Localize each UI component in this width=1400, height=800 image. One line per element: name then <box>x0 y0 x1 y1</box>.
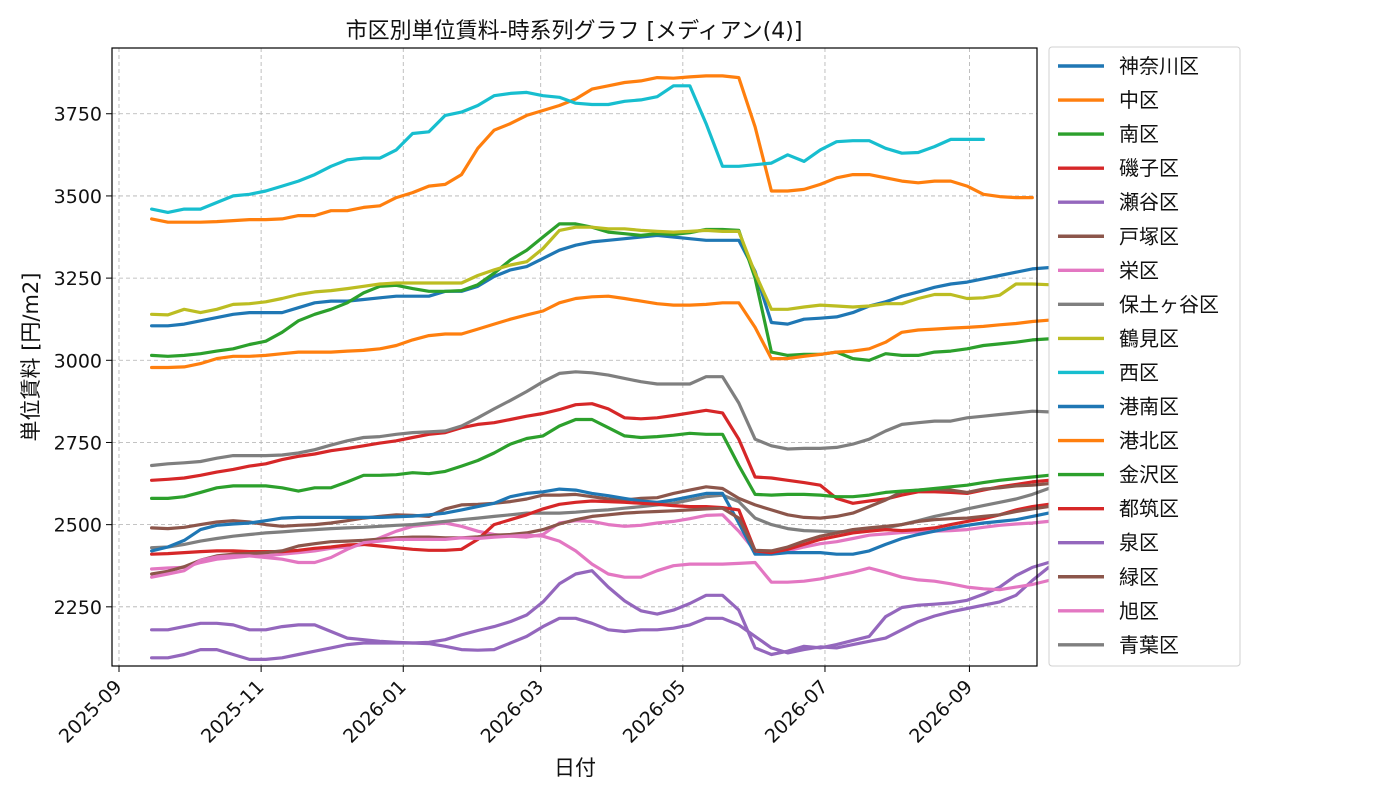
x-axis-title: 日付 <box>554 756 596 780</box>
series-line-12 <box>150 294 1051 370</box>
legend-label: 緑区 <box>1119 565 1159 589</box>
x-tick-label: 2026-01 <box>339 676 411 748</box>
legend-label: 瀬谷区 <box>1119 190 1179 214</box>
x-tick-label: 2026-09 <box>905 676 977 748</box>
series-line-15 <box>150 560 1051 657</box>
series-line-7 <box>150 513 1051 571</box>
y-tick-label: 2500 <box>54 515 102 537</box>
legend-label: 青葉区 <box>1119 633 1179 657</box>
series-line-1 <box>150 233 1051 328</box>
legend-label: 南区 <box>1119 122 1159 146</box>
x-tick-label: 2026-05 <box>619 676 691 748</box>
series-line-2 <box>150 74 1034 224</box>
series-line-3 <box>150 222 1051 362</box>
legend-label: 中区 <box>1119 88 1159 112</box>
legend-label: 泉区 <box>1119 531 1159 555</box>
legend-label: 神奈川区 <box>1119 54 1199 78</box>
x-tick-label: 2025-11 <box>197 676 269 748</box>
y-axis: 2250 2500 2750 3000 3250 3500 3750 <box>54 104 112 619</box>
grid-lines <box>112 48 1037 666</box>
chart-title: 市区別単位賃料-時系列グラフ [メディアン(4)] <box>346 19 803 44</box>
legend-label: 鶴見区 <box>1119 326 1179 350</box>
y-axis-title: 単位賃料 [円/m2] <box>19 273 43 442</box>
legend-label: 磯子区 <box>1119 156 1179 180</box>
legend: 神奈川区中区南区磯子区瀬谷区戸塚区栄区保土ヶ谷区鶴見区西区港南区港北区金沢区都筑… <box>1048 46 1241 667</box>
y-tick-label: 2750 <box>54 432 102 454</box>
series-line-16 <box>150 503 1067 576</box>
legend-label: 戸塚区 <box>1119 224 1179 248</box>
y-tick-label: 3750 <box>54 104 102 126</box>
x-axis: 2025-09 2025-11 2026-01 2026-03 2026-05 2026-… <box>55 666 977 748</box>
series-line-14 <box>150 499 1051 556</box>
series-line-17 <box>150 533 1051 592</box>
y-tick-label: 3000 <box>54 350 102 372</box>
legend-label: 西区 <box>1119 360 1159 384</box>
legend-label: 栄区 <box>1119 258 1159 282</box>
x-tick-label: 2026-07 <box>761 676 833 748</box>
legend-label: 港南区 <box>1119 395 1179 419</box>
series-line-10 <box>150 84 986 214</box>
y-tick-label: 3250 <box>54 268 102 290</box>
series-line-9 <box>150 225 1051 317</box>
series-layer <box>150 74 1067 662</box>
series-line-6 <box>150 482 1051 531</box>
legend-label: 保土ヶ谷区 <box>1119 292 1219 316</box>
legend-label: 金沢区 <box>1119 463 1179 487</box>
series-line-4 <box>150 402 1051 505</box>
legend-label: 旭区 <box>1119 599 1159 623</box>
series-line-18 <box>150 370 1051 468</box>
y-tick-label: 2250 <box>54 597 102 619</box>
y-tick-label: 3500 <box>54 186 102 208</box>
legend-label: 都筑区 <box>1119 497 1179 521</box>
series-line-11 <box>150 487 1051 556</box>
legend-label: 港北区 <box>1119 429 1179 453</box>
x-tick-label: 2025-09 <box>55 676 127 748</box>
x-tick-label: 2026-03 <box>477 676 549 748</box>
plot-frame <box>111 47 1038 667</box>
series-line-5 <box>150 565 1051 662</box>
series-line-13 <box>150 417 1051 500</box>
